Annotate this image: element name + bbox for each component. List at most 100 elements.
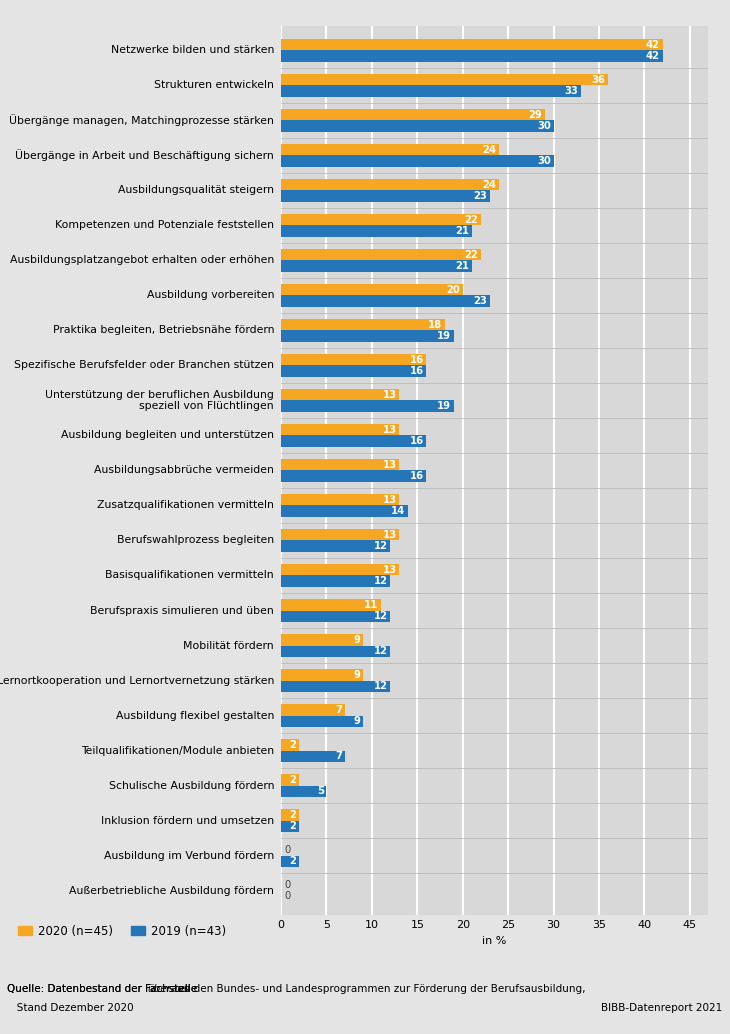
Text: 12: 12 xyxy=(373,646,388,657)
Text: 2: 2 xyxy=(290,774,296,785)
Bar xyxy=(281,214,481,225)
Bar xyxy=(281,634,363,645)
Bar xyxy=(281,331,453,341)
Text: 12: 12 xyxy=(373,681,388,691)
Bar xyxy=(281,144,499,155)
Bar xyxy=(281,506,408,517)
Text: 5: 5 xyxy=(317,786,324,796)
Bar xyxy=(281,669,363,680)
Text: 7: 7 xyxy=(335,751,342,761)
Bar xyxy=(281,120,553,131)
Text: Stand Dezember 2020: Stand Dezember 2020 xyxy=(7,1003,134,1013)
Text: 11: 11 xyxy=(364,600,378,610)
Text: 2: 2 xyxy=(290,740,296,750)
Bar xyxy=(281,470,426,482)
Bar xyxy=(281,716,363,727)
Text: 9: 9 xyxy=(353,670,360,680)
Text: 9: 9 xyxy=(353,635,360,645)
Text: 13: 13 xyxy=(383,529,396,540)
Text: 42: 42 xyxy=(646,51,660,61)
Bar xyxy=(281,190,490,202)
Bar xyxy=(281,855,299,866)
Bar xyxy=(281,39,663,51)
Bar xyxy=(281,541,390,552)
Text: 12: 12 xyxy=(373,611,388,621)
Bar xyxy=(281,179,499,190)
Bar xyxy=(281,751,345,762)
Text: 13: 13 xyxy=(383,565,396,575)
Text: 24: 24 xyxy=(483,180,496,190)
Bar xyxy=(281,155,553,166)
Text: 19: 19 xyxy=(437,331,451,341)
Bar xyxy=(281,459,399,470)
Text: zu den Bundes- und Landesprogrammen zur Förderung der Berufsausbildung,: zu den Bundes- und Landesprogrammen zur … xyxy=(175,984,585,995)
Text: BIBB-Datenreport 2021: BIBB-Datenreport 2021 xyxy=(602,1003,723,1013)
Text: 13: 13 xyxy=(383,460,396,469)
Bar xyxy=(281,565,399,576)
Bar xyxy=(281,389,399,400)
Text: 0: 0 xyxy=(285,891,291,902)
Text: 16: 16 xyxy=(410,472,423,481)
Bar xyxy=(281,296,490,307)
Text: 13: 13 xyxy=(383,425,396,435)
Bar xyxy=(281,600,381,610)
Text: 33: 33 xyxy=(564,86,578,96)
Text: 42: 42 xyxy=(646,39,660,50)
Legend: 2020 (n=45), 2019 (n=43): 2020 (n=45), 2019 (n=43) xyxy=(13,920,231,942)
Text: überaus: überaus xyxy=(147,984,190,995)
Bar xyxy=(281,249,481,261)
Text: 13: 13 xyxy=(383,390,396,400)
Text: 9: 9 xyxy=(353,717,360,726)
Bar xyxy=(281,435,426,447)
Text: 16: 16 xyxy=(410,366,423,376)
Text: 19: 19 xyxy=(437,401,451,412)
Text: 21: 21 xyxy=(455,261,469,271)
Text: 16: 16 xyxy=(410,355,423,365)
Text: 29: 29 xyxy=(528,110,542,120)
Bar xyxy=(281,74,608,86)
Text: 12: 12 xyxy=(373,576,388,586)
Text: 13: 13 xyxy=(383,495,396,505)
Bar xyxy=(281,739,299,751)
Text: 30: 30 xyxy=(537,121,551,131)
Bar xyxy=(281,355,426,365)
Bar xyxy=(281,774,299,786)
Bar xyxy=(281,680,390,692)
Bar xyxy=(281,225,472,237)
Bar xyxy=(281,320,445,331)
Text: 20: 20 xyxy=(446,284,460,295)
Text: 18: 18 xyxy=(428,320,442,330)
Bar xyxy=(281,529,399,541)
Bar xyxy=(281,110,545,120)
Bar xyxy=(281,786,326,797)
Bar xyxy=(281,576,390,586)
Bar xyxy=(281,704,345,716)
Text: 24: 24 xyxy=(483,145,496,155)
Bar xyxy=(281,494,399,506)
Text: 2: 2 xyxy=(290,821,296,831)
Bar xyxy=(281,821,299,831)
Bar xyxy=(281,51,663,62)
Text: 2: 2 xyxy=(290,856,296,866)
Text: 16: 16 xyxy=(410,436,423,446)
Text: 23: 23 xyxy=(474,296,488,306)
Text: Quelle: Datenbestand der Fachstelle: Quelle: Datenbestand der Fachstelle xyxy=(7,984,201,995)
Bar xyxy=(281,86,581,96)
Bar xyxy=(281,610,390,621)
Text: 0: 0 xyxy=(285,880,291,890)
Text: 22: 22 xyxy=(464,215,478,224)
Bar xyxy=(281,261,472,272)
Text: 23: 23 xyxy=(474,191,488,201)
Text: Quelle: Datenbestand der Fachstelle: Quelle: Datenbestand der Fachstelle xyxy=(7,984,201,995)
Bar xyxy=(281,365,426,376)
Text: 7: 7 xyxy=(335,705,342,714)
Bar xyxy=(281,645,390,657)
Text: 2: 2 xyxy=(290,810,296,820)
Bar xyxy=(281,400,453,412)
X-axis label: in %: in % xyxy=(483,936,507,945)
Text: 14: 14 xyxy=(391,506,406,516)
Text: 22: 22 xyxy=(464,250,478,260)
Text: 30: 30 xyxy=(537,156,551,166)
Text: 12: 12 xyxy=(373,541,388,551)
Bar xyxy=(281,810,299,821)
